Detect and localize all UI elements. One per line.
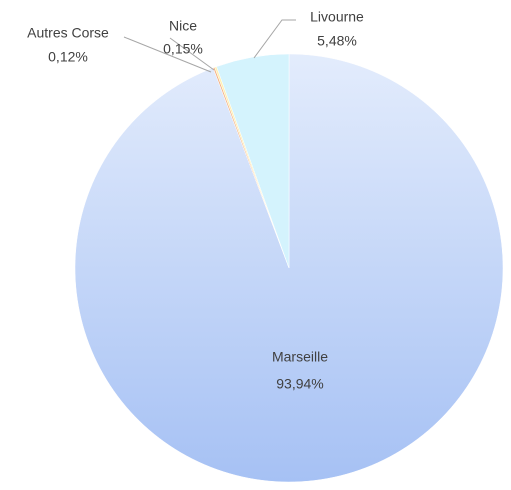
value-label: 5,48% [317, 33, 357, 49]
pie-slice [216, 53, 290, 269]
category-label: Nice [169, 18, 197, 34]
value-label: 0,15% [163, 41, 203, 57]
labels: Marseille 93,94% Autres Corse 0,12% Nice 0,15… [27, 9, 364, 392]
leader-line [253, 19, 296, 59]
value-label: 93,94% [276, 376, 323, 392]
value-label: 0,12% [48, 49, 88, 65]
leader-line [123, 36, 212, 73]
category-label: Marseille [272, 349, 328, 365]
category-label: Autres Corse [27, 25, 109, 41]
pie [74, 53, 504, 483]
leader-line [169, 37, 215, 71]
category-label: Livourne [310, 9, 364, 25]
